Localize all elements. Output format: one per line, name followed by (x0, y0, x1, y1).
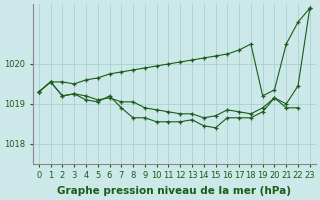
X-axis label: Graphe pression niveau de la mer (hPa): Graphe pression niveau de la mer (hPa) (57, 186, 291, 196)
